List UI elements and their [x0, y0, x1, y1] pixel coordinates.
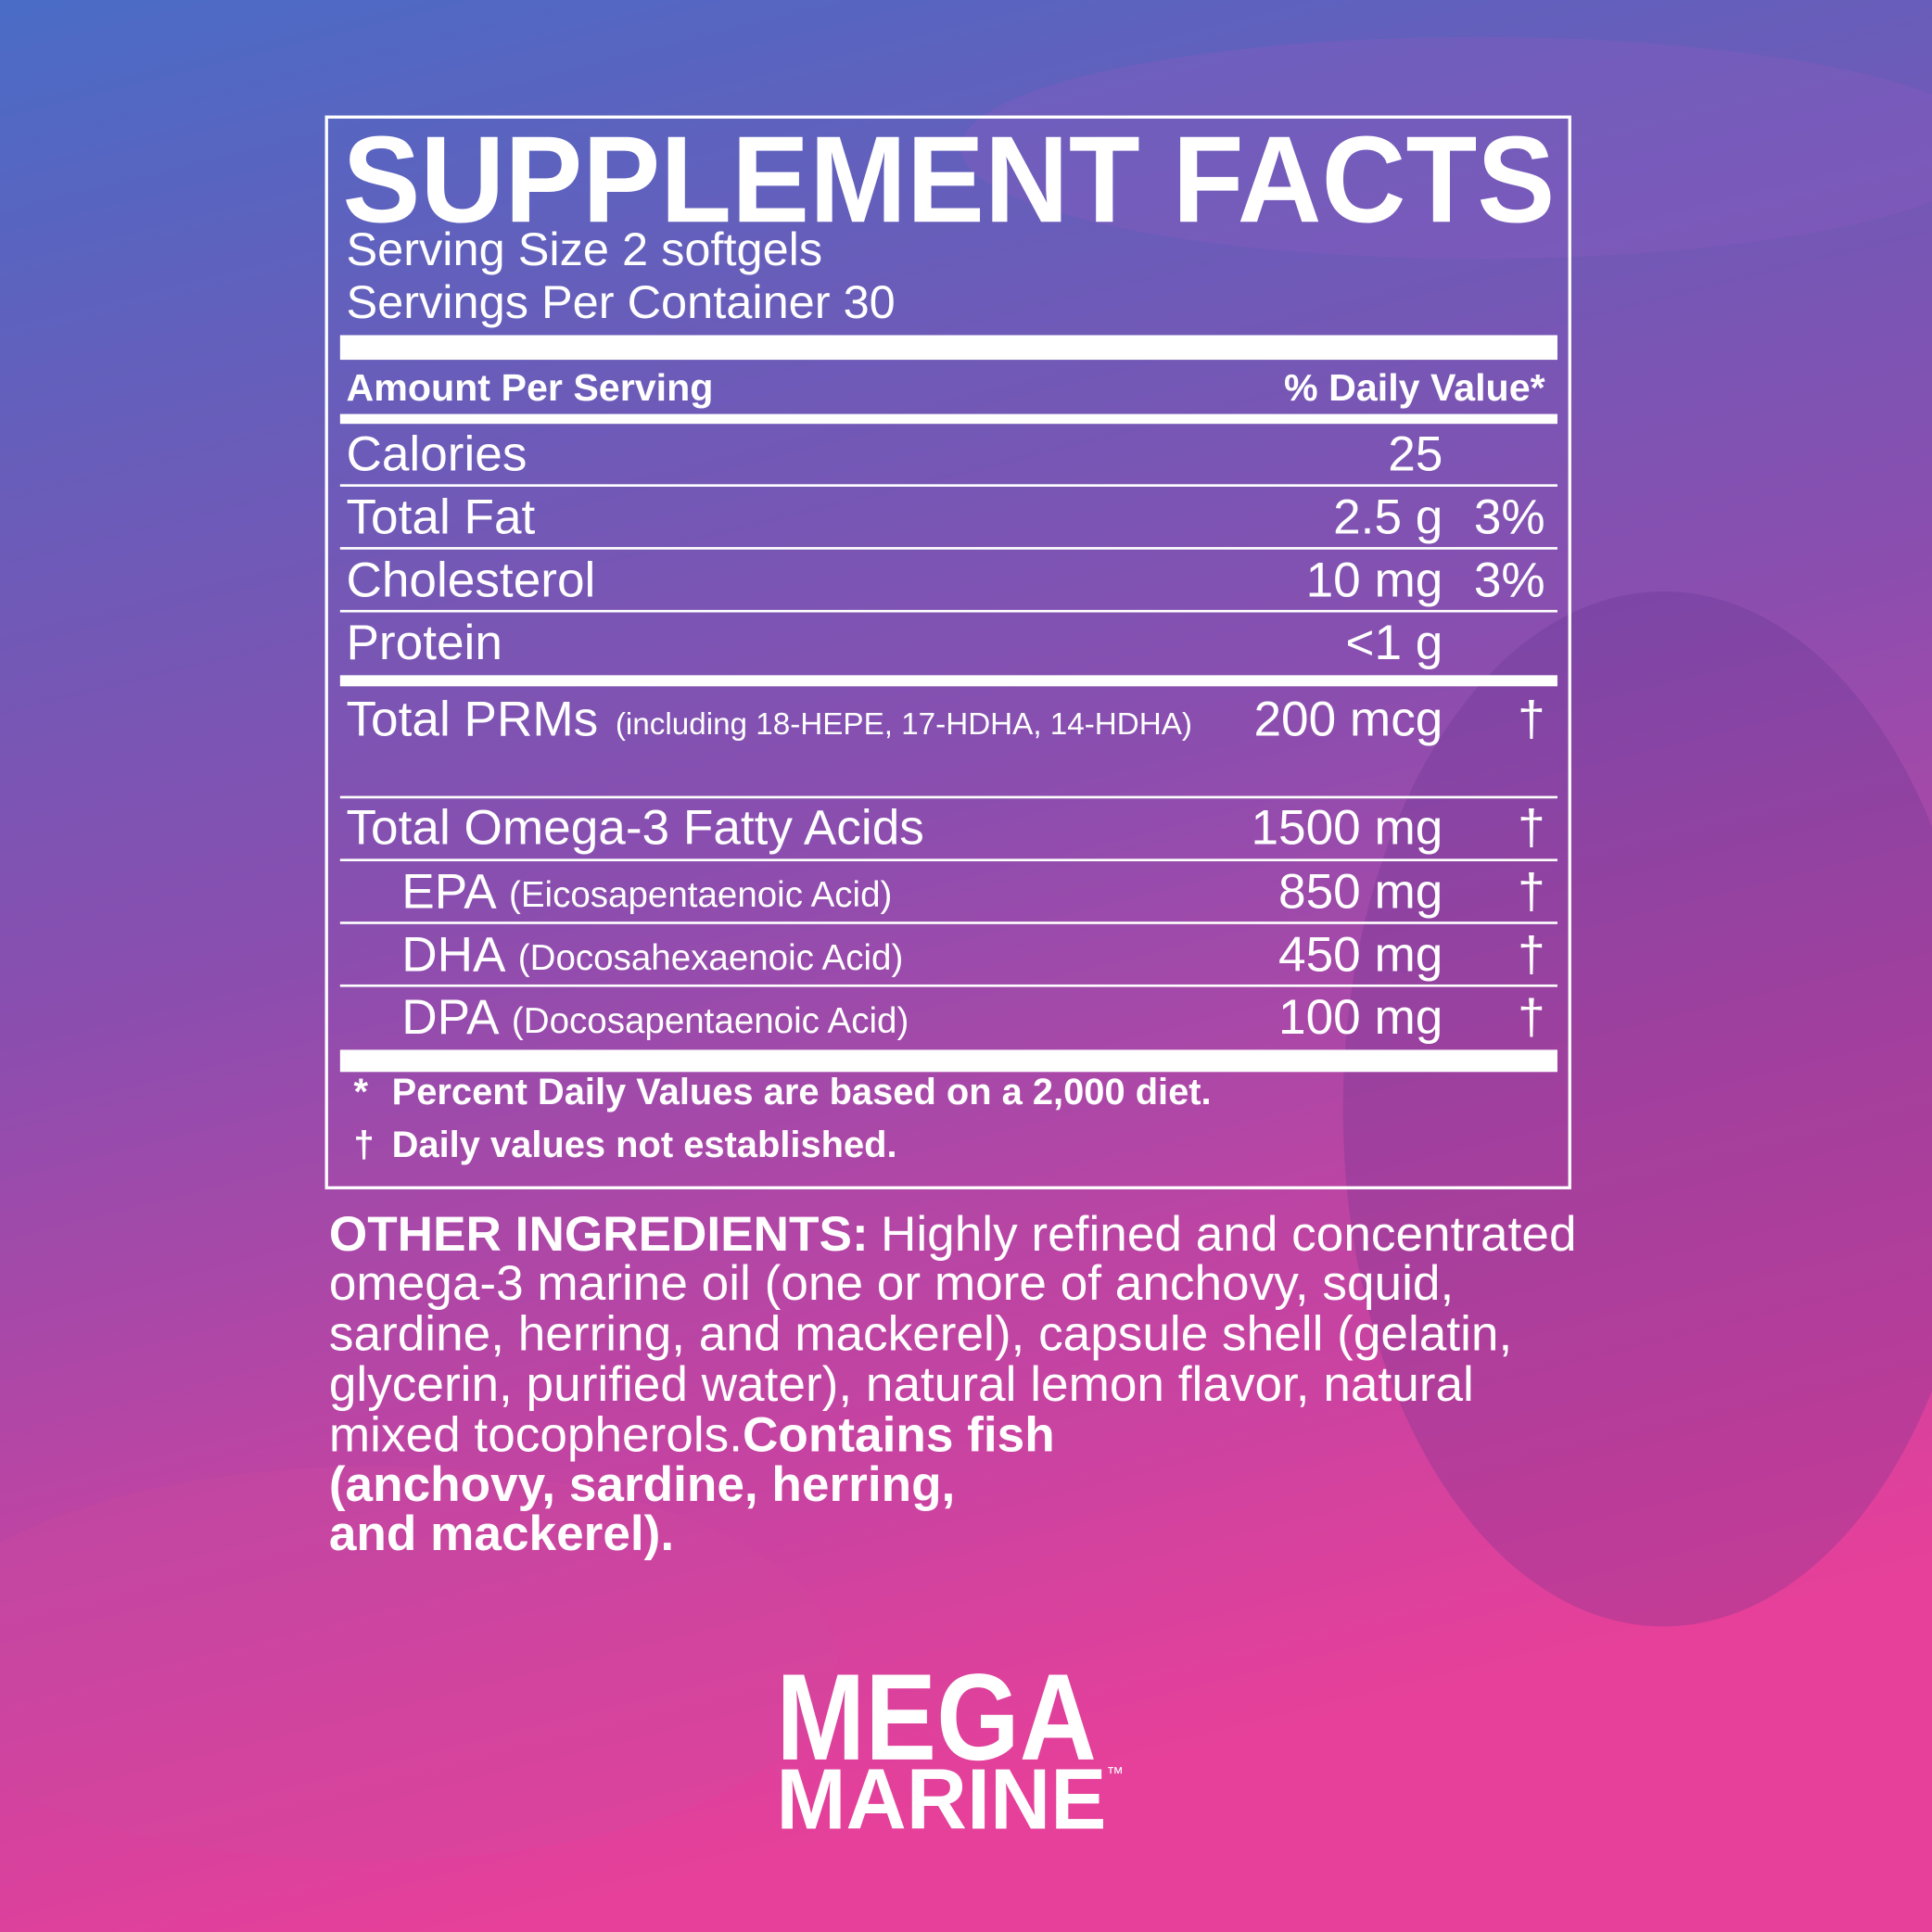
nutrient-name: DHA — [401, 927, 506, 982]
other-ingredients: OTHER INGREDIENTS: Highly refined and con… — [329, 1207, 1577, 1561]
ingredients-line: Highly refined and concentrated — [881, 1207, 1577, 1262]
nutrient-name: Total Fat — [346, 489, 535, 544]
thin-rule — [339, 795, 1557, 799]
nutrient-amount: 100 mg — [1278, 990, 1443, 1045]
daily-value: † — [1518, 990, 1545, 1045]
footnote-symbol: † — [353, 1125, 374, 1165]
allergen-line: (anchovy, sardine, herring, — [329, 1457, 955, 1512]
thick-rule — [339, 675, 1557, 687]
nutrient-amount: 200 mcg — [1253, 692, 1443, 746]
bg-fish-school — [1342, 591, 1932, 1627]
footnote-symbol: * — [353, 1072, 368, 1112]
brand-line1: MEGA — [776, 1649, 1097, 1786]
daily-value: † — [1518, 800, 1545, 855]
daily-value: † — [1518, 865, 1545, 920]
nutrient-name: DPA — [401, 990, 500, 1045]
nutrient-amount: <1 g — [1345, 616, 1443, 670]
nutrient-name: EPA — [401, 865, 497, 920]
allergen-line: Contains fish — [743, 1408, 1055, 1463]
nutrient-name: Total Omega-3 Fatty Acids — [346, 800, 923, 855]
footnote-text: Daily values not established. — [392, 1125, 897, 1165]
ingredients-label: OTHER INGREDIENTS: — [329, 1207, 869, 1262]
nutrient-name: Total PRMs — [346, 692, 598, 746]
nutrient-amount: 25 — [1388, 427, 1443, 482]
nutrient-name: Protein — [346, 616, 502, 670]
daily-value: † — [1518, 692, 1545, 746]
thin-rule — [339, 484, 1557, 487]
brand-line2: MARINE — [776, 1750, 1106, 1847]
allergen-line: and mackerel). — [329, 1506, 674, 1561]
column-header: Amount Per Serving — [346, 366, 713, 409]
ingredients-line: omega-3 marine oil (one or more of ancho… — [329, 1256, 1454, 1311]
ingredients-line: sardine, herring, and mackerel), capsule… — [329, 1307, 1512, 1362]
nutrient-name: Calories — [346, 427, 527, 482]
thick-rule — [339, 1049, 1557, 1073]
thin-rule — [339, 609, 1557, 613]
medium-rule — [339, 413, 1557, 425]
nutrient-amount: 10 mg — [1306, 553, 1443, 607]
nutrient-amount: 2.5 g — [1333, 489, 1443, 544]
nutrient-name: Cholesterol — [346, 553, 595, 607]
facts-rows: Calories 25 Total Fat 2.5 g 3% Cholesterol 10 … — [339, 427, 1557, 1073]
footnotes: * Percent Daily Values are based on a 2,0… — [353, 1072, 1211, 1165]
ingredients-line: glycerin, purified water), natural lemon… — [329, 1357, 1474, 1412]
thin-rule — [339, 547, 1557, 550]
nutrient-amount: 850 mg — [1278, 865, 1443, 920]
thin-rule — [339, 858, 1557, 862]
trademark: ™ — [1107, 1763, 1125, 1783]
serving-size: Serving Size 2 softgels — [346, 222, 822, 275]
ingredients-line: mixed tocopherols. — [329, 1408, 743, 1463]
nutrient-note: (including 18-HEPE, 17-HDHA, 14-HDHA) — [616, 707, 1192, 742]
bg-swirl — [0, 1466, 838, 1861]
nutrient-note: (Eicosapentaenoic Acid) — [509, 875, 892, 915]
daily-value: † — [1518, 927, 1545, 982]
daily-value: 3% — [1474, 489, 1545, 544]
daily-value: 3% — [1474, 553, 1545, 607]
thin-rule — [339, 984, 1557, 987]
nutrient-note: (Docosahexaenoic Acid) — [518, 938, 904, 978]
servings-per-container: Servings Per Container 30 — [346, 275, 895, 328]
facts-title: SUPPLEMENT FACTS — [342, 111, 1555, 248]
nutrient-amount: 450 mg — [1278, 927, 1443, 982]
nutrient-amount: 1500 mg — [1251, 800, 1443, 855]
bg-swirl — [960, 36, 1932, 260]
thin-rule — [339, 922, 1557, 924]
thick-rule — [339, 335, 1557, 361]
nutrient-note: (Docosapentaenoic Acid) — [512, 1001, 909, 1041]
column-header: % Daily Value* — [1284, 366, 1545, 409]
footnote-text: Percent Daily Values are based on a 2,00… — [392, 1072, 1212, 1112]
facts-box — [324, 115, 1571, 1189]
